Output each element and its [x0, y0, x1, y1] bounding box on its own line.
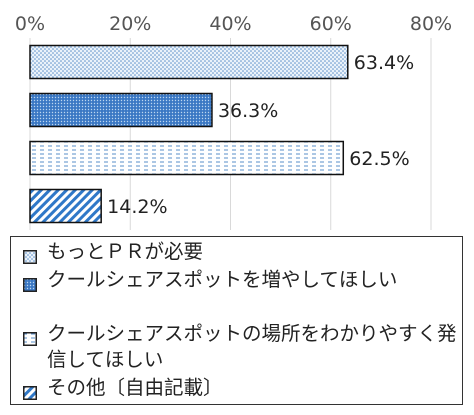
legend-item-pr: もっとＰＲが必要 [23, 239, 459, 265]
data-label: 62.5% [349, 148, 409, 170]
data-labels: 63.4% 36.3% 62.5% 14.2% [107, 52, 414, 218]
legend-swatch-increase [23, 273, 37, 292]
bar [29, 140, 345, 176]
legend-item-increase: クールシェアスポットを増やしてほしい [23, 267, 459, 293]
legend-swatch-other [23, 381, 37, 400]
data-label: 36.3% [218, 100, 278, 122]
bar-chart: 0% 20% 40% 60% 80% 63.4% 36.3% 62.5% 14.2% [15, 13, 452, 230]
legend-swatch-pr [23, 245, 37, 264]
x-tick-label: 20% [109, 13, 151, 35]
bar [29, 44, 349, 80]
bar [29, 92, 213, 128]
legend: もっとＰＲが必要 クールシェアスポットを増やしてほしい クールシェアスポットの場… [10, 236, 463, 405]
legend-label: クールシェアスポットの場所をわかりやすく発信してほしい [47, 322, 457, 371]
data-label: 63.4% [354, 52, 414, 74]
x-tick-label: 40% [209, 13, 251, 35]
legend-label: もっとＰＲが必要 [47, 240, 204, 263]
legend-swatch-location [23, 327, 37, 346]
x-tick-label: 0% [15, 13, 45, 35]
bar [29, 188, 102, 224]
data-label: 14.2% [107, 196, 167, 218]
x-tick-label: 80% [410, 13, 452, 35]
legend-item-location: クールシェアスポットの場所をわかりやすく発信してほしい [23, 321, 459, 373]
legend-item-other: その他〔自由記載〕 [23, 375, 459, 401]
x-tick-labels: 0% 20% 40% 60% 80% [15, 13, 452, 35]
x-tick-label: 60% [310, 13, 352, 35]
legend-label: クールシェアスポットを増やしてほしい [47, 268, 398, 291]
legend-label: その他〔自由記載〕 [47, 376, 223, 399]
bars [29, 44, 349, 224]
